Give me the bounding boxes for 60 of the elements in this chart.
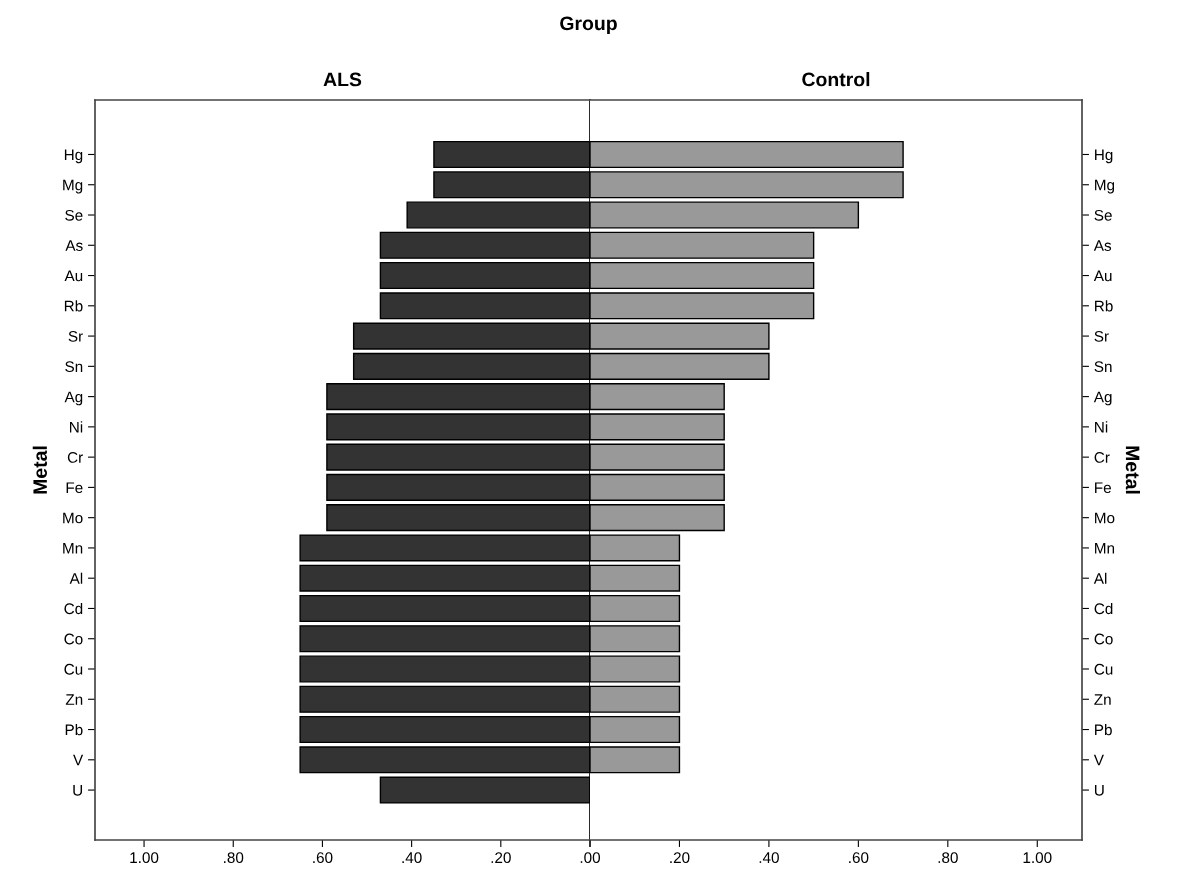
y-tick-label: Hg <box>64 149 83 164</box>
x-tick-label: .00 <box>580 852 601 864</box>
x-tick-label: 1.00 <box>1023 852 1052 864</box>
y-tick-label: Cr <box>1094 452 1110 463</box>
y-tick-label: U <box>73 785 83 796</box>
x-tick-label: .20 <box>491 852 511 864</box>
y-tick-label: Ag <box>1093 391 1112 406</box>
y-tick-label: V <box>73 754 84 766</box>
y-tick-label: Mg <box>63 179 83 194</box>
y-tick-label: Co <box>64 633 83 645</box>
chart-title: ALS <box>323 72 362 87</box>
y-tick-label: As <box>65 240 83 251</box>
y-tick-label: Fe <box>66 482 83 494</box>
y-tick-label: Pb <box>1095 723 1112 736</box>
y-tick-label: Hg <box>1095 149 1113 164</box>
y-tick-label: V <box>1093 754 1104 766</box>
y-tick-label: Zn <box>65 694 83 705</box>
y-tick-label: Se <box>1094 209 1112 221</box>
y-tick-label: Ag <box>64 391 83 406</box>
y-tick-label: Al <box>1093 572 1107 584</box>
y-axis-title: Metal <box>32 446 48 494</box>
y-tick-label: Mo <box>63 512 83 524</box>
x-tick-label: .40 <box>402 852 422 864</box>
y-axis-title: Metal <box>1125 446 1141 494</box>
x-tick-label: 1.00 <box>130 852 159 864</box>
y-tick-label: Mn <box>63 542 83 554</box>
y-tick-label: Ni <box>1095 421 1108 433</box>
y-tick-label: Cd <box>1094 602 1113 615</box>
y-tick-label: Rb <box>64 300 83 312</box>
y-tick-label: Al <box>69 572 83 584</box>
y-tick-label: Au <box>1093 270 1112 282</box>
y-tick-label: Mn <box>1095 542 1115 554</box>
y-tick-label: Mo <box>1095 512 1115 524</box>
x-tick-label: .40 <box>759 852 779 864</box>
y-tick-label: Fe <box>1095 482 1111 494</box>
y-tick-label: Se <box>65 209 83 221</box>
y-tick-label: Cu <box>64 663 83 675</box>
y-tick-label: Cu <box>1094 663 1113 675</box>
y-tick-label: Pb <box>65 723 83 736</box>
y-tick-label: As <box>1093 240 1112 251</box>
y-tick-label: Cd <box>64 602 83 615</box>
text: Group <box>560 16 617 35</box>
y-tick-label: Rb <box>1095 300 1113 312</box>
y-tick-label: Ni <box>70 421 83 433</box>
y-tick-label: Sn <box>65 361 83 373</box>
y-tick-label: U <box>1094 785 1104 796</box>
x-tick-label: .60 <box>849 852 869 864</box>
x-tick-label: .20 <box>670 852 690 864</box>
y-tick-label: Zn <box>1094 694 1111 705</box>
y-tick-label: Mg <box>1095 179 1115 194</box>
x-tick-label: .60 <box>313 852 333 864</box>
y-tick-label: Sr <box>68 330 83 342</box>
y-tick-label: Sr <box>1094 330 1109 342</box>
y-tick-label: Au <box>64 270 83 282</box>
chart-title: Control <box>802 72 870 87</box>
x-tick-label: .80 <box>938 852 958 864</box>
y-tick-label: Cr <box>67 452 83 463</box>
y-tick-label: Co <box>1094 633 1113 645</box>
y-tick-label: Sn <box>1094 361 1112 373</box>
x-tick-label: .80 <box>224 852 244 864</box>
